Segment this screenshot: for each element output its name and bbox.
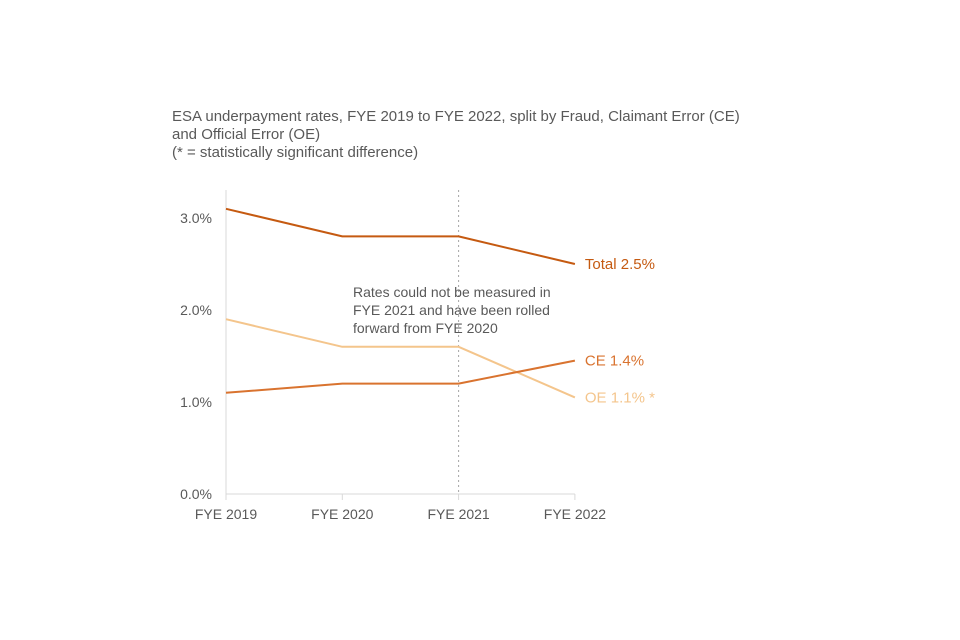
y-tick-label: 1.0% xyxy=(180,394,212,410)
series-label-oe: OE 1.1% * xyxy=(585,389,655,406)
chart-title-line-2: and Official Error (OE) xyxy=(172,126,321,143)
chart-title: ESA underpayment rates, FYE 2019 to FYE … xyxy=(172,108,872,162)
series-line-ce xyxy=(225,359,576,394)
chart-title-line-3: (* = statistically significant differenc… xyxy=(172,144,419,161)
series-label-ce: CE 1.4% xyxy=(585,353,644,370)
chart-title-line-1: ESA underpayment rates, FYE 2019 to FYE … xyxy=(172,108,740,125)
x-tick-label: FYE 2020 xyxy=(311,506,373,522)
y-tick-label: 2.0% xyxy=(180,302,212,318)
annotation-text: Rates could not be measured in xyxy=(353,284,551,300)
x-tick-label: FYE 2019 xyxy=(195,506,257,522)
annotation-text: forward from FYE 2020 xyxy=(353,320,498,336)
series-line-total xyxy=(225,207,576,265)
y-tick-label: 0.0% xyxy=(180,486,212,502)
x-tick-label: FYE 2021 xyxy=(427,506,489,522)
series-label-total: Total 2.5% xyxy=(585,256,655,273)
x-tick-label: FYE 2022 xyxy=(544,506,606,522)
y-tick-label: 3.0% xyxy=(180,210,212,226)
annotation-text: FYE 2021 and have been rolled xyxy=(353,302,550,318)
